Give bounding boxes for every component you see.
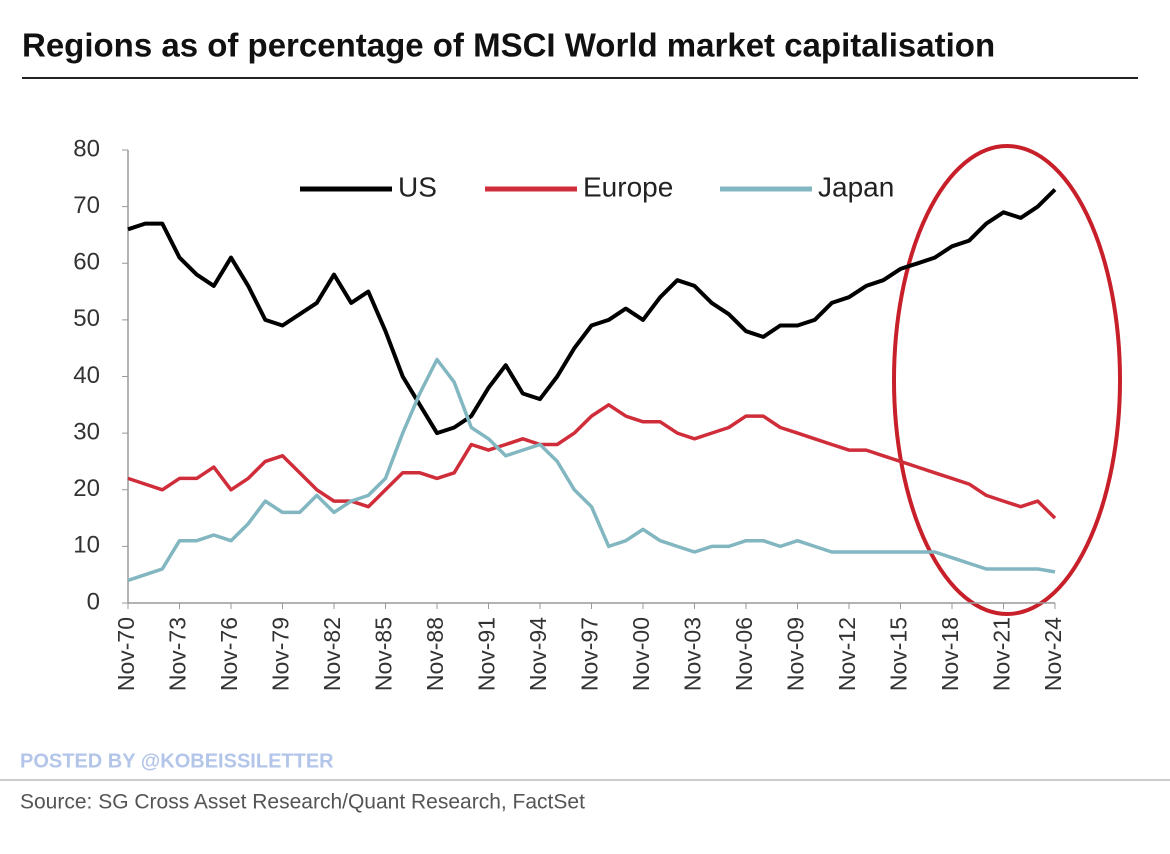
y-tick-label: 60 <box>73 249 100 276</box>
legend-label: Europe <box>583 171 673 202</box>
legend-label: US <box>398 171 437 202</box>
x-tick-label: Nov-70 <box>113 617 139 691</box>
chart-title: Regions as of percentage of MSCI World m… <box>22 27 995 64</box>
x-tick-label: Nov-12 <box>834 617 860 691</box>
y-tick-label: 40 <box>73 362 100 389</box>
x-tick-label: Nov-18 <box>937 617 963 691</box>
x-tick-label: Nov-79 <box>268 617 294 691</box>
y-tick-label: 0 <box>87 588 100 615</box>
legend-label: Japan <box>818 171 894 202</box>
x-tick-label: Nov-82 <box>319 617 345 691</box>
x-tick-label: Nov-94 <box>525 617 551 691</box>
watermark: POSTED BY @KOBEISSILETTER <box>20 750 334 772</box>
y-tick-label: 30 <box>73 418 100 445</box>
y-tick-label: 20 <box>73 475 100 502</box>
x-tick-label: Nov-03 <box>680 617 706 691</box>
y-tick-label: 70 <box>73 192 100 219</box>
highlight-ellipse <box>892 144 1122 616</box>
x-tick-label: Nov-73 <box>165 617 191 691</box>
x-tick-label: Nov-21 <box>989 617 1015 691</box>
x-tick-label: Nov-00 <box>628 617 654 691</box>
x-tick-label: Nov-85 <box>371 617 397 691</box>
x-tick-label: Nov-88 <box>422 617 448 691</box>
x-tick-label: Nov-06 <box>731 617 757 691</box>
y-tick-label: 10 <box>73 532 100 559</box>
y-tick-label: 50 <box>73 305 100 332</box>
series-line <box>127 357 1056 583</box>
y-tick-label: 80 <box>73 135 100 162</box>
x-tick-label: Nov-76 <box>216 617 242 691</box>
x-tick-label: Nov-97 <box>577 617 603 691</box>
x-tick-label: Nov-91 <box>474 617 500 691</box>
x-tick-label: Nov-24 <box>1040 617 1066 691</box>
x-tick-label: Nov-09 <box>783 617 809 691</box>
series-line <box>127 188 1057 436</box>
series-line <box>127 403 1057 520</box>
source: Source: SG Cross Asset Research/Quant Re… <box>20 791 585 814</box>
x-tick-label: Nov-15 <box>886 617 912 691</box>
